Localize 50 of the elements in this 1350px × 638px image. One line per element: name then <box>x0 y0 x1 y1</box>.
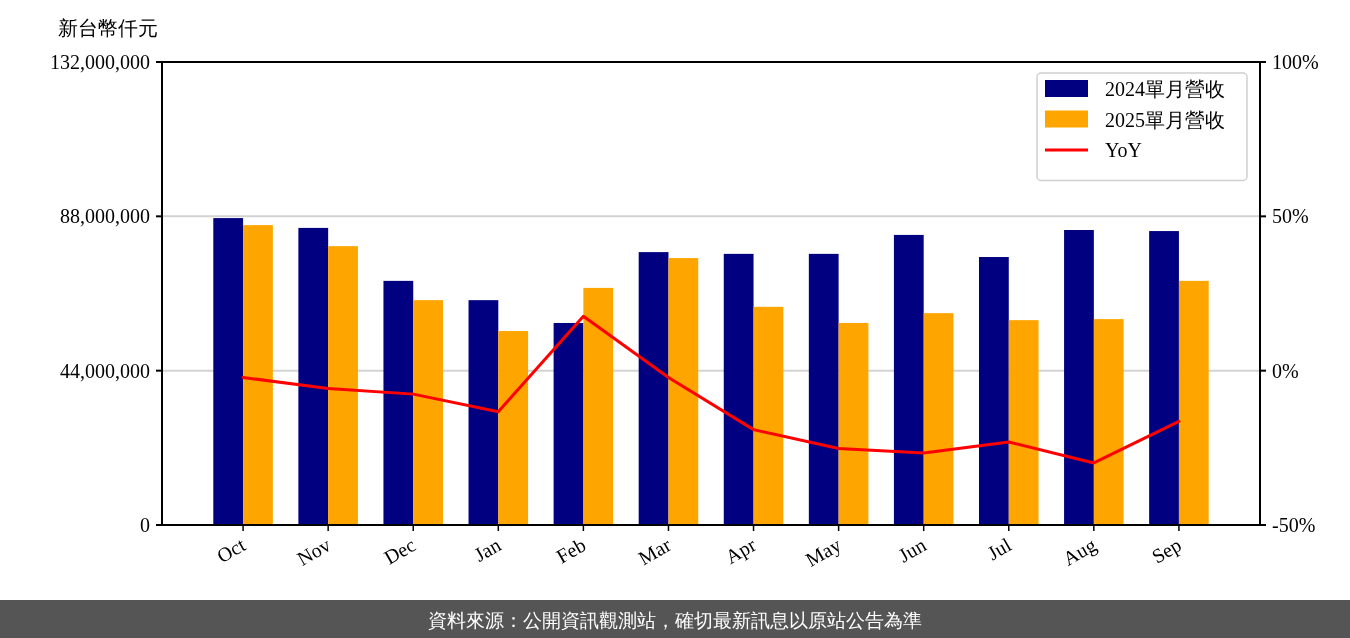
x-tick-label: May <box>801 533 846 572</box>
bar <box>923 313 954 525</box>
bar <box>413 300 444 525</box>
bar <box>498 331 529 525</box>
bar <box>298 227 329 525</box>
legend-label: YoY <box>1105 139 1142 161</box>
bar <box>468 300 499 525</box>
bar <box>1008 320 1039 525</box>
y2-tick-label: -50% <box>1272 514 1316 536</box>
legend-label: 2024單月營收 <box>1105 78 1225 100</box>
source-note: 資料來源：公開資訊觀測站，確切最新訊息以原站公告為準 <box>428 610 922 631</box>
x-tick-label: Apr <box>721 533 761 569</box>
y2-tick-label: 50% <box>1272 205 1309 228</box>
x-tick-label: Sep <box>1147 533 1186 569</box>
y-tick-label: 88,000,000 <box>60 205 150 228</box>
bar <box>1064 230 1094 525</box>
x-tick-label: Oct <box>213 533 250 567</box>
bar <box>1093 319 1124 525</box>
y2-tick-label: 100% <box>1272 51 1319 73</box>
bar <box>978 257 1009 525</box>
y-tick-label: 0 <box>140 514 150 536</box>
y-tick-label: 132,000,000 <box>50 51 150 73</box>
footer: 資料來源：公開資訊觀測站，確切最新訊息以原站公告為準 <box>0 600 1350 638</box>
x-tick-label: Aug <box>1059 533 1101 571</box>
y-axis-title: 新台幣仟元 <box>58 17 158 39</box>
bar <box>583 287 614 525</box>
bar <box>723 253 754 525</box>
bar <box>808 253 839 525</box>
x-tick-label: Jul <box>983 533 1016 565</box>
x-tick-label: Dec <box>380 533 420 569</box>
bar <box>1149 231 1179 525</box>
bar <box>753 306 784 525</box>
bar <box>838 322 869 525</box>
bar <box>1178 280 1209 525</box>
x-tick-label: Jun <box>894 533 930 567</box>
y-tick-label: 44,000,000 <box>60 359 150 382</box>
y2-tick-label: 0% <box>1272 359 1299 382</box>
bar <box>668 258 699 525</box>
bar <box>638 252 669 525</box>
bar <box>243 225 273 525</box>
x-tick-label: Nov <box>293 533 335 570</box>
bar <box>328 246 358 525</box>
bar <box>213 218 244 525</box>
bar <box>553 322 584 525</box>
bar <box>383 280 414 525</box>
bar <box>893 234 924 525</box>
x-tick-label: Mar <box>634 533 675 570</box>
x-tick-label: Jan <box>470 533 505 566</box>
x-tick-label: Feb <box>552 533 590 568</box>
legend-label: 2025單月營收 <box>1105 108 1225 131</box>
